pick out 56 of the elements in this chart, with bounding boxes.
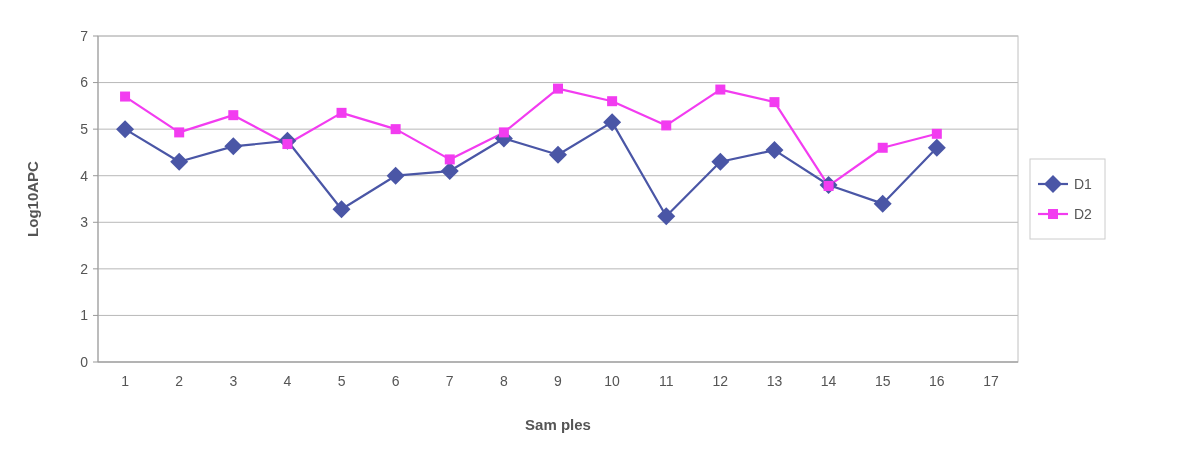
- x-tick-label: 16: [929, 373, 945, 389]
- point: [765, 141, 784, 160]
- point: [603, 113, 622, 132]
- point: [120, 91, 131, 102]
- x-tick-label: 5: [337, 373, 346, 389]
- point: [332, 200, 351, 219]
- point: [498, 127, 509, 138]
- y-tick-label: 4: [80, 167, 89, 184]
- y-tick-label: 2: [80, 260, 89, 277]
- x-tick-label: 3: [229, 373, 238, 389]
- point: [228, 110, 239, 121]
- x-tick-label: 9: [554, 373, 563, 389]
- point: [607, 96, 618, 107]
- x-tick-label: 8: [499, 373, 508, 389]
- x-tick-label: 17: [983, 373, 999, 389]
- point: [873, 194, 892, 213]
- point: [661, 120, 672, 131]
- x-tick-label: 1: [121, 373, 130, 389]
- y-tick-label: 3: [80, 214, 89, 231]
- y-tick-label: 6: [80, 74, 89, 91]
- point: [715, 84, 726, 95]
- point: [390, 124, 401, 135]
- x-tick-label: 7: [445, 373, 454, 389]
- y-axis-title: Log10APC: [24, 160, 41, 237]
- point: [931, 128, 942, 139]
- point: [224, 137, 243, 156]
- x-tick-label: 2: [175, 373, 184, 389]
- point: [386, 166, 405, 185]
- legend-label: D2: [1074, 205, 1093, 222]
- point: [553, 83, 563, 94]
- point: [336, 107, 347, 118]
- x-tick-label: 15: [874, 373, 891, 389]
- x-tick-label: 13: [766, 373, 783, 389]
- x-tick-label: 10: [604, 373, 621, 389]
- point: [549, 145, 567, 164]
- x-tick-label: 12: [712, 373, 729, 389]
- x-tick-label: 11: [658, 373, 674, 389]
- point: [116, 120, 135, 139]
- legend-label: D1: [1074, 175, 1093, 192]
- y-tick-label: 5: [80, 121, 89, 138]
- point: [444, 154, 455, 165]
- point: [877, 142, 888, 153]
- x-tick-label: 6: [391, 373, 400, 389]
- point: [769, 97, 780, 108]
- point: [440, 162, 459, 181]
- point: [927, 138, 946, 157]
- y-tick-label: 7: [80, 27, 89, 44]
- x-tick-label: 14: [820, 373, 837, 389]
- point: [711, 152, 730, 171]
- y-tick-label: 1: [80, 307, 89, 324]
- point: [174, 127, 185, 138]
- y-tick-label: 0: [80, 353, 89, 370]
- point: [170, 152, 189, 171]
- x-tick-label: 4: [283, 373, 292, 389]
- x-axis-title: Sam ples: [525, 416, 591, 433]
- point: [657, 207, 676, 226]
